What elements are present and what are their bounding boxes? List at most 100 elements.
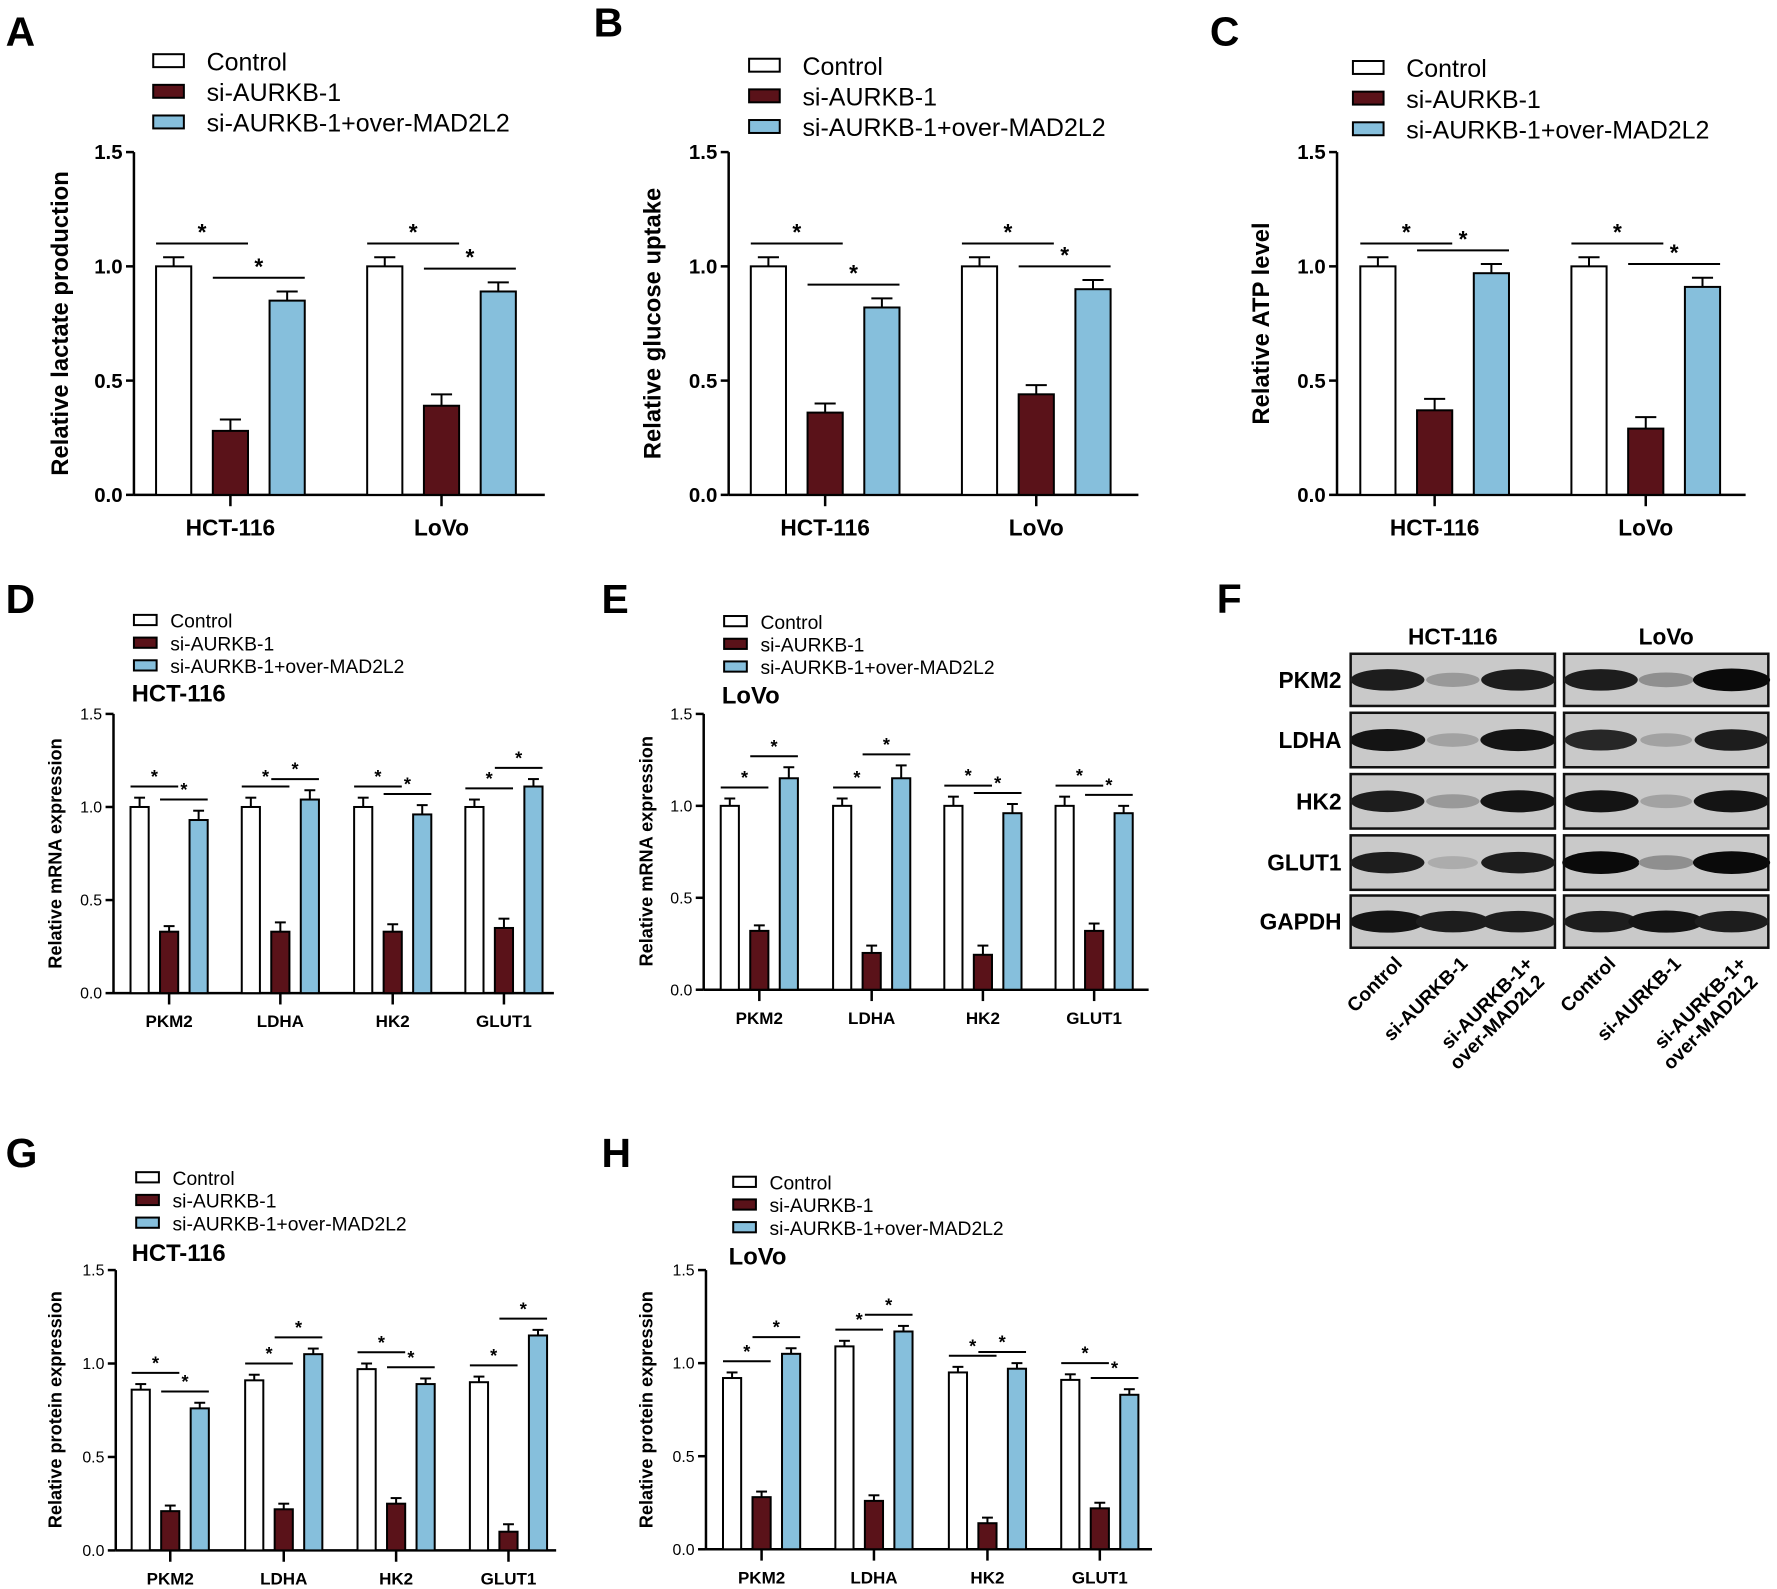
bar-si-aurkb-1-over-mad2l2 — [1472, 272, 1510, 496]
lane-label: Control — [1344, 953, 1407, 1016]
bar-control — [1359, 265, 1397, 496]
x-tick-label: GLUT1 — [1066, 1009, 1122, 1028]
y-tick-label: 0.0 — [670, 982, 692, 999]
x-tick-label: PKM2 — [738, 1568, 785, 1587]
x-tick-label: LDHA — [848, 1009, 895, 1028]
y-tick-label: 1.0 — [670, 798, 692, 815]
legend-entry: si-AURKB-1+over-MAD2L2 — [760, 658, 994, 679]
x-tick-label: HK2 — [379, 1569, 413, 1588]
legend-entry: si-AURKB-1+over-MAD2L2 — [173, 1214, 407, 1235]
legend-entry: Control — [802, 53, 883, 81]
significance-asterisk: * — [151, 767, 159, 787]
bar-si-aurkb-1-over-mad2l2 — [415, 1383, 436, 1552]
y-tick-label: 1.5 — [94, 142, 122, 164]
x-tick-label: HCT-116 — [186, 515, 276, 541]
significance-asterisk: * — [849, 260, 858, 286]
legend-entry: Control — [770, 1173, 832, 1194]
protein-band — [1481, 910, 1556, 933]
bar-si-aurkb-1-over-mad2l2 — [1113, 812, 1134, 991]
significance-asterisk: * — [262, 767, 270, 787]
bar-si-aurkb-1 — [422, 404, 461, 496]
x-tick-label: LoVo — [1009, 515, 1064, 541]
y-tick-label: 1.0 — [689, 256, 717, 278]
protein-band — [1638, 855, 1694, 870]
y-tick-label: 0.5 — [94, 371, 122, 393]
x-tick-label: HCT-116 — [1390, 515, 1480, 541]
y-axis-label: Relative glucose uptake — [640, 188, 667, 459]
protein-label: HK2 — [1296, 788, 1341, 814]
y-axis-label: Relative protein expression — [637, 1291, 657, 1528]
protein-label: GLUT1 — [1267, 850, 1341, 876]
bar-control — [832, 804, 853, 991]
bar-si-aurkb-1 — [386, 1502, 407, 1552]
y-tick-label: 0.5 — [82, 1450, 104, 1467]
legend-entry: Control — [1406, 55, 1487, 83]
significance-asterisk: * — [520, 1299, 528, 1319]
y-tick-label: 0.0 — [1297, 485, 1325, 507]
y-tick-label: 0.0 — [82, 1543, 104, 1560]
protein-band — [1563, 910, 1638, 933]
x-tick-label: LoVo — [414, 515, 469, 541]
cell-line-heading: LoVo — [1639, 624, 1694, 650]
bar-control — [943, 804, 964, 991]
y-tick-label: 1.0 — [1297, 256, 1325, 278]
panel-letter: C — [1210, 8, 1240, 54]
legend-swatch — [132, 659, 158, 672]
x-tick-label: PKM2 — [736, 1009, 783, 1028]
bar-si-aurkb-1 — [211, 429, 249, 496]
significance-asterisk: * — [515, 748, 523, 768]
y-tick-label: 0.5 — [1297, 371, 1325, 393]
protein-band — [1350, 851, 1425, 874]
legend-swatch — [723, 615, 748, 628]
y-tick-label: 0.5 — [80, 893, 102, 910]
legend-entry: si-AURKB-1 — [1406, 86, 1541, 114]
bar-si-aurkb-1-over-mad2l2 — [299, 798, 320, 995]
y-tick-label: 1.5 — [670, 706, 692, 723]
panel-E: E Controlsi-AURKB-1si-AURKB-1+over-MAD2L2… — [602, 576, 1149, 1028]
bar-si-aurkb-1-over-mad2l2 — [268, 299, 306, 496]
legend-swatch — [732, 1175, 757, 1188]
y-axis-label: Relative protein expression — [45, 1291, 65, 1528]
chart-subtitle: HCT-116 — [132, 1240, 226, 1267]
x-tick-label: GLUT1 — [481, 1569, 537, 1588]
bar-si-aurkb-1 — [498, 1530, 519, 1552]
significance-asterisk: * — [883, 735, 891, 755]
protein-band — [1350, 790, 1425, 813]
bar-si-aurkb-1-over-mad2l2 — [863, 306, 901, 496]
y-tick-label: 1.0 — [80, 800, 102, 817]
legend-swatch — [732, 1221, 757, 1234]
panel-letter: D — [6, 576, 36, 622]
panel-H: H Controlsi-AURKB-1si-AURKB-1+over-MAD2L2… — [602, 1130, 1153, 1587]
panel-G: G Controlsi-AURKB-1si-AURKB-1+over-MAD2L2… — [6, 1130, 557, 1588]
bar-si-aurkb-1-over-mad2l2 — [188, 819, 209, 995]
legend-swatch — [748, 88, 781, 104]
y-tick-label: 1.0 — [673, 1356, 695, 1373]
significance-asterisk: * — [741, 768, 749, 788]
legend-swatch — [135, 1216, 160, 1229]
significance-asterisk: * — [409, 219, 418, 245]
protein-band — [1481, 669, 1556, 691]
significance-asterisk: * — [1076, 766, 1084, 786]
protein-band — [1640, 733, 1693, 747]
significance-asterisk: * — [1111, 1359, 1119, 1379]
legend-swatch — [152, 83, 185, 99]
bar-si-aurkb-1-over-mad2l2 — [891, 777, 912, 991]
x-tick-label: PKM2 — [145, 1012, 192, 1031]
bar-si-aurkb-1-over-mad2l2 — [527, 1334, 549, 1552]
protein-band — [1349, 910, 1426, 933]
bar-si-aurkb-1 — [1627, 427, 1665, 496]
bar-si-aurkb-1-over-mad2l2 — [1006, 1367, 1028, 1551]
significance-asterisk: * — [198, 219, 207, 245]
bar-si-aurkb-1 — [270, 930, 291, 995]
significance-asterisk: * — [1105, 775, 1113, 795]
legend-swatch — [135, 1171, 160, 1184]
x-tick-label: PKM2 — [147, 1569, 194, 1588]
protein-band — [1415, 910, 1490, 933]
bar-si-aurkb-1 — [160, 1510, 181, 1552]
significance-asterisk: * — [152, 1353, 160, 1373]
bar-control — [130, 1388, 151, 1552]
bar-si-aurkb-1-over-mad2l2 — [479, 290, 517, 496]
bar-control — [464, 805, 485, 995]
significance-asterisk: * — [295, 1318, 303, 1338]
significance-asterisk: * — [1060, 242, 1069, 268]
